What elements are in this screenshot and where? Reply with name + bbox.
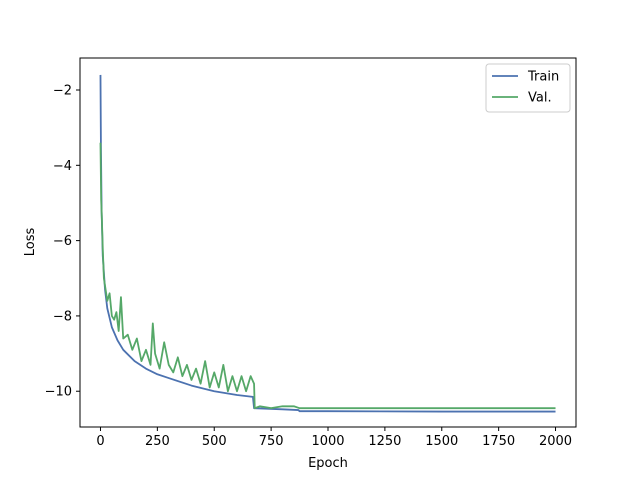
legend-label-val: Val. bbox=[528, 91, 552, 106]
y-axis-title: Loss bbox=[23, 228, 38, 257]
x-tick-label: 1750 bbox=[482, 434, 515, 449]
x-tick-label: 2000 bbox=[539, 434, 572, 449]
x-tick-label: 0 bbox=[96, 434, 104, 449]
x-tick-label: 1500 bbox=[425, 434, 458, 449]
legend: Train Val. bbox=[485, 63, 571, 113]
legend-label-train: Train bbox=[527, 70, 559, 85]
y-tick-label: −10 bbox=[45, 385, 72, 400]
y-tick-label: −6 bbox=[53, 234, 72, 249]
series-layer bbox=[99, 74, 556, 413]
x-tick-label: 750 bbox=[259, 434, 284, 449]
y-tick-label: −2 bbox=[53, 84, 72, 99]
plot-frame bbox=[79, 57, 577, 428]
x-tick-label: 1000 bbox=[311, 434, 344, 449]
x-axis-ticks: 0 250 500 750 1000 1250 1500 1750 2000 bbox=[96, 427, 572, 449]
x-tick-label: 500 bbox=[202, 434, 227, 449]
y-tick-label: −8 bbox=[53, 309, 72, 324]
series-line-val bbox=[99, 142, 556, 410]
y-tick-label: −4 bbox=[53, 159, 72, 174]
y-axis-ticks: −10 −8 −6 −4 −2 bbox=[45, 84, 80, 400]
x-axis-title: Epoch bbox=[308, 456, 348, 471]
x-tick-label: 250 bbox=[145, 434, 170, 449]
x-tick-label: 1250 bbox=[368, 434, 401, 449]
